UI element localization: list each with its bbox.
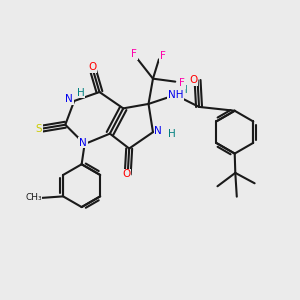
Text: F: F bbox=[131, 49, 137, 59]
Text: H: H bbox=[167, 129, 175, 139]
Text: N: N bbox=[79, 138, 87, 148]
Text: O: O bbox=[189, 75, 197, 85]
Text: N: N bbox=[65, 94, 73, 104]
Text: NH: NH bbox=[167, 90, 183, 100]
Text: N: N bbox=[154, 126, 162, 136]
Text: O: O bbox=[122, 169, 130, 179]
Text: H: H bbox=[180, 85, 188, 95]
Text: O: O bbox=[88, 62, 96, 72]
Text: S: S bbox=[35, 124, 42, 134]
Text: F: F bbox=[179, 78, 185, 88]
Text: CH₃: CH₃ bbox=[25, 194, 42, 202]
Text: F: F bbox=[160, 51, 165, 61]
Text: H: H bbox=[77, 88, 85, 98]
